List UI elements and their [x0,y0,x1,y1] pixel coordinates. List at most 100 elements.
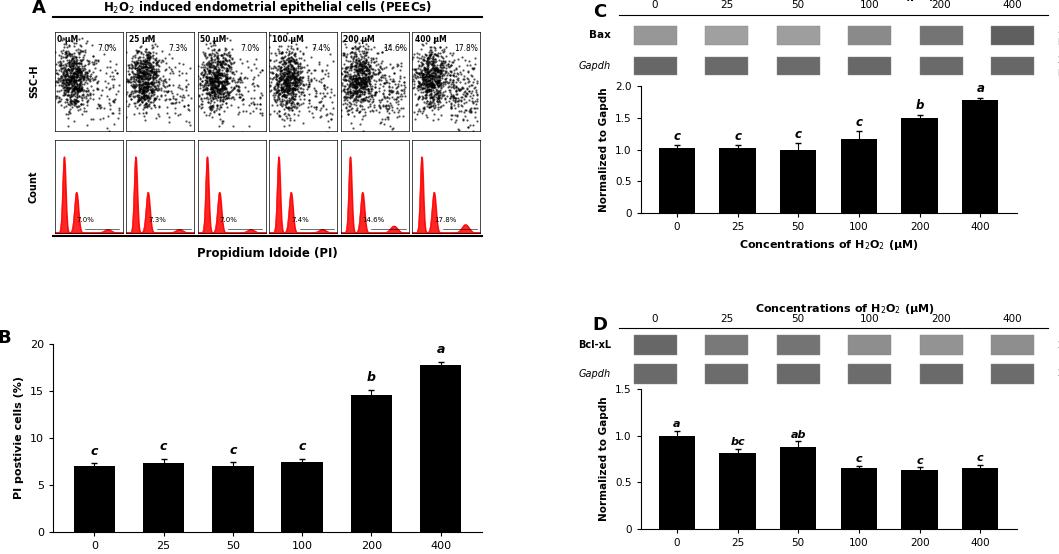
Point [49,87,66,96]
Point [272,48,289,57]
Point [133,65,150,74]
Point [340,82,357,91]
Point [53,73,70,82]
Point [351,59,367,68]
Point [421,79,438,88]
Point [66,60,83,69]
Point [353,36,370,45]
Point [281,86,298,95]
Point [205,87,222,96]
Point [265,93,282,102]
Point [49,69,66,78]
Point [428,89,445,98]
Point [58,66,75,75]
Point [212,102,229,111]
Point [275,57,292,65]
Point [420,85,437,94]
Point [442,70,459,79]
Point [428,73,445,81]
Point [364,54,381,63]
Point [65,73,82,82]
Point [243,66,259,75]
Point [454,102,471,111]
Point [70,74,87,83]
Point [448,111,465,120]
Point [414,73,431,81]
Point [279,98,295,106]
Point [282,78,299,87]
Point [202,63,219,72]
Point [196,85,213,94]
Point [442,70,459,79]
Point [406,90,423,99]
Point [167,98,184,107]
Point [139,93,156,101]
Point [427,102,444,111]
Point [276,58,293,66]
Point [372,103,389,112]
Point [106,74,123,83]
Point [358,96,375,105]
Point [344,74,361,83]
Point [373,64,390,73]
Point [451,86,468,95]
Point [216,81,233,90]
Point [141,47,158,56]
Point [133,96,150,105]
Point [322,108,339,117]
Point [208,84,225,93]
Point [434,74,451,83]
Point [262,81,279,90]
Point [437,64,454,73]
Point [429,88,446,97]
Point [421,89,438,98]
Point [349,88,366,96]
Point [355,42,372,50]
Point [450,96,467,105]
Point [268,74,285,83]
Point [389,77,406,86]
Point [283,95,300,104]
Point [417,76,434,85]
Point [210,68,227,76]
Point [67,69,84,78]
Point [354,62,371,71]
Point [65,82,82,91]
Point [389,83,406,92]
Point [344,83,361,92]
Point [366,102,383,111]
Point [69,69,86,78]
Point [284,71,301,80]
Point [275,79,292,88]
Point [294,88,311,97]
Point [218,71,235,80]
Point [104,72,121,81]
Point [277,69,294,78]
Text: 25 μM: 25 μM [129,35,156,44]
Point [210,58,227,66]
Point [205,86,222,95]
Point [145,61,162,70]
Point [78,71,95,80]
Point [343,91,360,100]
Point [180,90,197,99]
Point [148,55,165,64]
Point [289,70,306,79]
Point [197,66,214,75]
Point [341,86,358,95]
Point [387,79,403,88]
Point [320,116,337,125]
Point [427,55,444,64]
Point [164,99,181,108]
Point [378,101,395,110]
Point [59,110,76,119]
Point [324,57,341,65]
Point [209,81,226,90]
Point [61,62,78,71]
Point [148,71,165,80]
Point [214,62,231,71]
Point [166,98,183,107]
Point [84,75,101,84]
Point [275,53,292,61]
Point [380,83,397,92]
